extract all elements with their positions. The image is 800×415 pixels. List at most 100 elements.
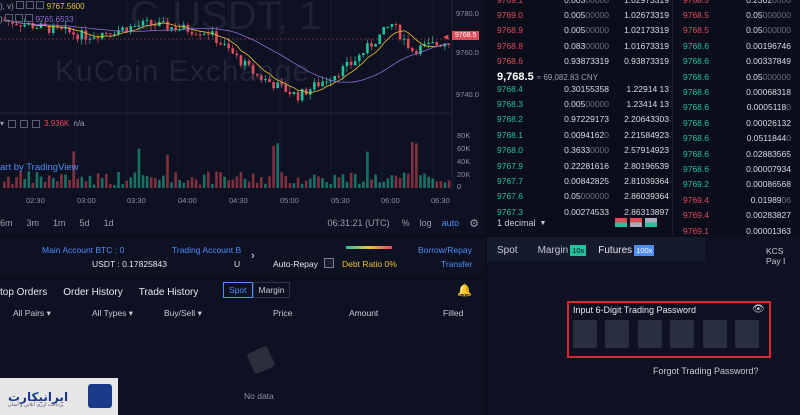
kcs-pay-toggle[interactable]: KCS Pay I bbox=[766, 246, 786, 266]
interval-3m[interactable]: 3m bbox=[26, 218, 40, 228]
legend-settings-icon[interactable] bbox=[26, 1, 35, 9]
row-price: 9768.6 bbox=[497, 56, 523, 67]
layout-bids-icon[interactable] bbox=[645, 218, 657, 227]
row-amount: 0.0198906 bbox=[750, 194, 791, 205]
percent-scale-toggle[interactable]: % bbox=[401, 218, 410, 228]
filter-all-pairs[interactable]: All Pairs ▾ bbox=[13, 308, 51, 319]
legend-eye-icon[interactable] bbox=[8, 119, 17, 128]
tab-trade-history[interactable]: Trade History bbox=[138, 286, 199, 298]
order-book-row[interactable]: 9767.6 0.05000000 2.86039364 bbox=[487, 189, 672, 204]
order-book-row[interactable]: 9768.3 0.00500000 1.23414 13 bbox=[487, 96, 672, 111]
borrow-repay-link[interactable]: Borrow/Repay bbox=[418, 245, 472, 255]
trading-password-title: Input 6-Digit Trading Password bbox=[573, 305, 697, 315]
candle-body bbox=[390, 24, 394, 27]
order-book-row[interactable]: 9769.10.003000001.02973319 bbox=[487, 0, 672, 7]
filter-all-types[interactable]: All Types ▾ bbox=[92, 308, 133, 319]
tab-order-history[interactable]: Order History bbox=[63, 286, 123, 298]
legend-close-icon[interactable] bbox=[32, 119, 41, 128]
time-axis-label: 05:30 bbox=[331, 196, 350, 205]
candle-body bbox=[141, 20, 145, 26]
candle-body bbox=[362, 53, 365, 56]
volume-bar bbox=[268, 176, 271, 188]
order-book-row[interactable]: 9768.2 0.97229173 2.20643303 bbox=[487, 112, 672, 127]
password-digit-3[interactable] bbox=[638, 320, 662, 348]
legend-eye-icon[interactable] bbox=[16, 1, 25, 9]
row-price: 9768.6 bbox=[683, 56, 709, 67]
password-digit-2[interactable] bbox=[605, 320, 629, 348]
legend-eye-icon[interactable] bbox=[4, 14, 13, 22]
transfer-link[interactable]: Transfer bbox=[441, 259, 473, 269]
interval-6m[interactable]: 6m bbox=[0, 218, 13, 228]
tab-futures[interactable]: Futures 100x bbox=[598, 244, 655, 256]
forgot-password-link[interactable]: Forgot Trading Password? bbox=[653, 366, 759, 376]
layout-asks-icon[interactable] bbox=[630, 218, 642, 227]
candle-body bbox=[80, 30, 84, 40]
price-chart[interactable]: C-USDT, 1 KuCoin Exchange ), v) 9767.560… bbox=[0, 0, 485, 235]
order-book-row[interactable]: 9767.7 0.00842825 2.81039364 bbox=[487, 173, 672, 188]
password-digit-5[interactable] bbox=[703, 320, 727, 348]
chart-settings-gear-icon[interactable]: ⚙ bbox=[469, 217, 479, 230]
volume-bar bbox=[411, 142, 414, 188]
row-amount: 0.00300000 bbox=[539, 0, 609, 5]
moving-average-line bbox=[4, 19, 449, 94]
order-book-row[interactable]: 9768.8 0.08300000 1.01673319 bbox=[487, 38, 672, 53]
row-total: 2.86039364 bbox=[624, 191, 669, 202]
legend-close-icon[interactable] bbox=[36, 1, 45, 9]
password-digit-1[interactable] bbox=[573, 320, 597, 348]
tradingview-credit-link[interactable]: art by TradingView bbox=[0, 162, 79, 173]
order-book-row[interactable]: 9768.9 0.00500000 1.02173319 bbox=[487, 23, 672, 38]
volume-bar bbox=[60, 174, 63, 188]
row-price: 9768.6 bbox=[683, 117, 709, 128]
tab-spot[interactable]: Spot bbox=[497, 245, 518, 256]
log-scale-toggle[interactable]: log bbox=[419, 218, 432, 228]
volume-chevron-icon[interactable]: ▾ bbox=[0, 119, 5, 128]
volume-bar bbox=[300, 183, 304, 188]
candlestick-chart[interactable] bbox=[0, 0, 485, 235]
auto-scale-toggle[interactable]: auto bbox=[441, 218, 460, 228]
tab-margin[interactable]: Margin 10x bbox=[538, 244, 587, 256]
filter-buy-sell[interactable]: Buy/Sell ▾ bbox=[164, 308, 202, 319]
candle-body bbox=[345, 61, 349, 67]
legend-settings-icon[interactable] bbox=[15, 14, 24, 22]
layout-both-icon[interactable] bbox=[615, 218, 627, 227]
legend-settings-icon[interactable] bbox=[20, 119, 29, 128]
trade-tabs-bar bbox=[487, 237, 705, 262]
tab-open-orders[interactable]: top Orders bbox=[0, 286, 48, 298]
order-book-row[interactable]: 9768.1 0.00941620 2.21584923 bbox=[487, 127, 672, 142]
volume-axis-label: 60K bbox=[457, 144, 471, 153]
password-digit-4[interactable] bbox=[670, 320, 694, 348]
volume-bar bbox=[357, 183, 361, 188]
seg-margin[interactable]: Margin bbox=[252, 282, 291, 298]
order-book-row[interactable]: 9767.3 0.00274533 2.86313897 bbox=[487, 204, 672, 219]
volume-bar bbox=[419, 175, 422, 188]
order-book-row[interactable]: 9768.4 0.30155358 1.22914 13 bbox=[487, 81, 672, 96]
password-digit-6[interactable] bbox=[735, 320, 759, 348]
interval-5d[interactable]: 5d bbox=[79, 218, 90, 228]
legend-close-icon[interactable] bbox=[25, 14, 34, 22]
order-book-row[interactable]: 9768.6 0.93873319 0.93873319 bbox=[487, 54, 672, 69]
row-amount: 0.00842825 bbox=[564, 176, 609, 187]
order-book-row[interactable]: 9769.0 0.00500000 1.02673319 bbox=[487, 7, 672, 22]
candle-body bbox=[288, 91, 292, 95]
eye-off-icon[interactable]: 👁 bbox=[752, 304, 765, 315]
order-book-row[interactable]: 9768.0 0.36330000 2.57914923 bbox=[487, 143, 672, 158]
candle-body bbox=[255, 73, 259, 76]
interval-1d[interactable]: 1d bbox=[103, 218, 114, 228]
volume-bar bbox=[247, 181, 251, 188]
volume-bar bbox=[349, 172, 353, 188]
bell-icon[interactable]: 🔔 bbox=[457, 283, 472, 297]
candle-body bbox=[341, 66, 345, 77]
row-price: 9768.6 bbox=[683, 148, 709, 159]
candle-body bbox=[84, 30, 88, 40]
interval-1m[interactable]: 1m bbox=[53, 218, 66, 228]
candle-body bbox=[349, 61, 353, 66]
row-total: 1.22914 13 bbox=[626, 83, 669, 94]
volume-bar bbox=[345, 181, 349, 188]
auto-repay-checkbox[interactable] bbox=[324, 258, 334, 268]
chevron-right-icon[interactable]: › bbox=[251, 250, 255, 262]
trading-account-usdt: U bbox=[234, 259, 241, 269]
account-bar bbox=[0, 237, 485, 277]
seg-spot[interactable]: Spot bbox=[223, 282, 253, 298]
decimal-selector[interactable]: 1 decimal ▼ bbox=[487, 212, 672, 234]
order-book-row[interactable]: 9767.9 0.22281616 2.80196539 bbox=[487, 158, 672, 173]
